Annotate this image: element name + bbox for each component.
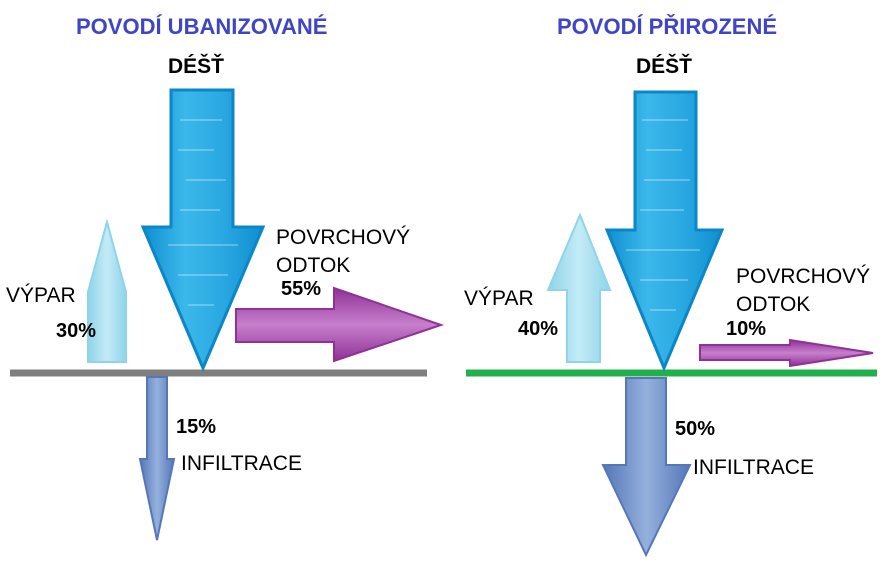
urban-infiltration-arrow bbox=[138, 376, 176, 541]
natural-title: POVODÍ PŘIROZENÉ bbox=[557, 14, 778, 39]
natural-evaporation-label: VÝPAR bbox=[464, 287, 534, 310]
urban-rain-label: DÉŠŤ bbox=[168, 55, 225, 78]
natural-panel bbox=[466, 90, 877, 558]
natural-evaporation-arrow bbox=[546, 212, 612, 363]
natural-runoff-label-line2: ODTOK bbox=[736, 293, 811, 316]
natural-infiltration-label: INFILTRACE bbox=[693, 456, 814, 479]
natural-evaporation-percent: 40% bbox=[518, 318, 559, 340]
urban-infiltration-label: INFILTRACE bbox=[181, 452, 302, 475]
natural-infiltration-arrow bbox=[601, 377, 692, 558]
natural-rain-arrow bbox=[604, 90, 725, 372]
urban-rain-texture bbox=[168, 119, 238, 306]
natural-runoff-percent: 10% bbox=[726, 318, 767, 340]
natural-rain-label: DÉŠŤ bbox=[636, 55, 693, 78]
urban-panel bbox=[10, 88, 445, 541]
urban-runoff-label-line1: POVRCHOVÝ bbox=[276, 226, 411, 249]
natural-runoff-arrow bbox=[699, 338, 874, 368]
urban-evaporation-arrow bbox=[87, 218, 127, 363]
natural-infiltration-percent: 50% bbox=[675, 418, 716, 440]
urban-evaporation-label: VÝPAR bbox=[6, 284, 76, 307]
urban-rain-arrow bbox=[140, 88, 266, 372]
urban-runoff-label-line2: ODTOK bbox=[276, 254, 351, 277]
urban-evaporation-percent: 30% bbox=[56, 320, 97, 342]
urban-title: POVODÍ UBANIZOVANÉ bbox=[76, 14, 328, 39]
natural-runoff-label-line1: POVRCHOVÝ bbox=[736, 265, 871, 288]
urban-runoff-arrow bbox=[235, 286, 445, 363]
urban-runoff-percent: 55% bbox=[281, 278, 322, 300]
urban-infiltration-percent: 15% bbox=[176, 416, 217, 438]
natural-rain-texture bbox=[626, 119, 700, 311]
